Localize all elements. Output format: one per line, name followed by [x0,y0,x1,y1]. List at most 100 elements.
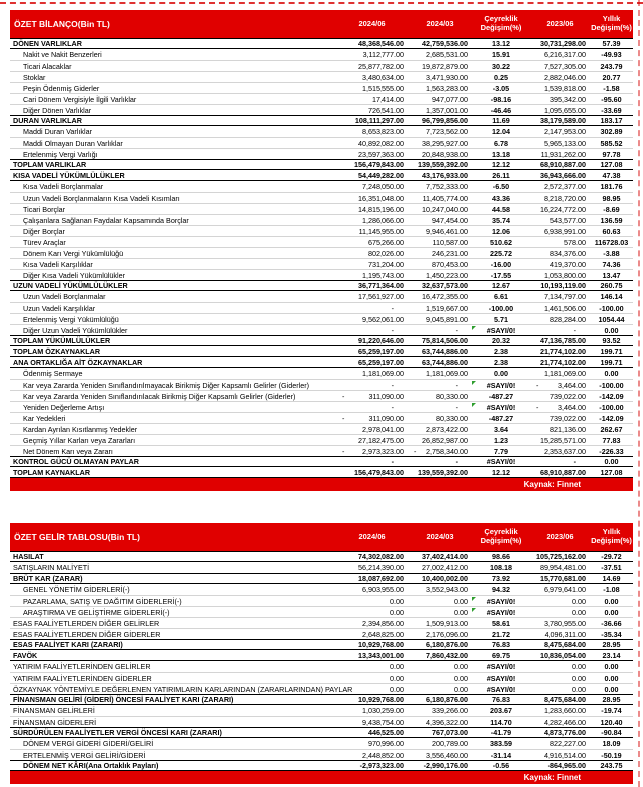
cell-number: 0.00 [572,684,586,694]
cell-number: 0.00 [604,607,619,617]
cell-value: 0.00 [530,684,590,694]
cell-value: 0.00 [336,673,408,683]
cell-number: 311,090.00 [368,391,404,401]
cell-number: 19,872,879.00 [422,61,468,71]
cell-number: 2,353,637.00 [544,446,586,456]
table-row: Nakit ve Nakit Benzerleri 3,112,777.00 2,6… [10,49,633,60]
table-title: ÖZET BİLANÇO(Bin TL) [14,19,110,29]
cell-value: - [408,457,472,466]
cell-number: 7,723,562.00 [426,127,468,136]
cell-number: 578.00 [564,237,586,247]
cell-value: 91,220,646.00 [336,336,408,345]
row-label: ESAS FAALİYETLERDEN DİĞER GİDERLER [13,629,161,639]
cell-value: -8.69 [590,204,633,214]
cell-number: 6,979,641.00 [544,585,586,594]
cell-number: 5.71 [494,314,508,324]
cell-number: 1,539,818.00 [544,83,586,93]
cell-number: 108.18 [490,563,512,572]
row-label: Geçmiş Yıllar Karları veya Zararları [23,435,136,445]
cell-value: 16,224,772.00 [530,204,590,214]
row-label: ARAŞTIRMA VE GELİŞTİRME GİDERLERİ(-) [23,607,170,617]
cell-number: -3.05 [492,83,510,93]
row-label: Kar veya Zararda Yeniden Sınıflandırılma… [23,380,310,390]
cell-value: 3,556,460.00 [408,750,472,760]
cell-number: 15.91 [492,50,510,59]
cell-number: - [391,457,394,466]
cell-value: 11.69 [472,116,530,125]
cell-number: -1.58 [603,83,620,93]
cell-number: 30,731,298.00 [540,39,586,48]
cell-value: 127.08 [590,467,633,477]
cell-value: #SAYI/0! [472,661,530,672]
cell-value: 970,996.00 [336,738,408,749]
cell-value: 822,227.00 [530,738,590,749]
cell-number: 8,653,823.00 [362,127,404,136]
cell-value: 578.00 [530,237,590,247]
cell-number: 3,780,955.00 [544,618,586,628]
cell-value: 38,179,589.00 [530,116,590,125]
cell-number: 127.08 [600,467,623,477]
cell-value: 8,653,823.00 [336,126,408,137]
cell-value: 56,214,390.00 [336,562,408,573]
cell-number: 136.59 [600,215,623,225]
cell-number: 36,943,666.00 [540,170,586,180]
cell-value: 2,394,856.00 [336,618,408,628]
cell-number: 3.64 [494,424,508,434]
row-label: Stoklar [23,72,46,82]
excel-flag-icon [472,608,476,612]
table-row: Ticari Borçlar 14,815,196.00 10,247,040.00… [10,203,633,214]
cell-number: - [455,380,458,390]
cell-number: -29.72 [601,552,622,561]
cell-value: 419,370.00 [530,259,590,269]
cell-number: -2,990,176.00 [423,761,468,770]
cell-number: 203.67 [490,706,512,715]
cell-number: 1,509,913.00 [426,618,468,628]
cell-value: -226.33 [590,446,633,456]
cell-value: 28.95 [590,695,633,704]
row-label: Yeniden Değerleme Artışı [23,402,105,412]
cell-value: 4,396,322.00 [408,717,472,727]
cell-value: 0.00 [590,607,633,617]
cell-value: 47.38 [590,170,633,180]
cell-number: #SAYI/0! [486,402,516,412]
cell-value: 0.25 [472,72,530,82]
cell-number: 43,176,933.00 [422,170,468,180]
cell-value: 0.00 [336,661,408,672]
cell-value: 543,577.00 [530,215,590,225]
cell-number: 0.00 [604,596,619,606]
cell-number: 2.38 [494,357,508,367]
cell-value: 947,454.00 [408,215,472,225]
row-label: TOPLAM KAYNAKLAR [13,467,91,477]
cell-number: 1,181,069.00 [362,369,404,378]
cell-value: 1,357,001.00 [408,105,472,115]
cell-number: 74,302,082.00 [358,552,404,561]
table-row: FİNANSMAN GELİRLERİ 1,030,259.00 339,266.0… [10,705,633,716]
cell-value: #SAYI/0! [472,684,530,694]
cell-number: -142.09 [599,413,624,423]
cell-value: 9,562,061.00 [336,314,408,324]
cell-number: -142.09 [599,391,624,401]
cell-value: #SAYI/0! [472,673,530,683]
cell-number: -0.56 [492,761,510,770]
cell-number: 6,938,991.00 [544,226,586,236]
cell-number: 181.76 [600,182,623,191]
row-label: Cari Dönem Vergisiyle İlgili Varlıklar [23,94,137,104]
cell-value: 2,648,825.00 [336,629,408,639]
row-label: FİNANSMAN GİDERLERİ [13,717,97,727]
table-row: TOPLAM KAYNAKLAR 156,479,843.00 139,559,39… [10,467,633,478]
cell-number: 76.83 [492,640,510,649]
cell-value: - 3,464.00 [530,402,590,412]
cell-value: 0.00 [408,661,472,672]
cell-number: 23,597,363.00 [358,149,404,159]
cell-value: 3,471,930.00 [408,72,472,82]
cell-number: 199.71 [600,346,623,356]
cell-number: 2,973,323.00 [362,446,404,456]
table-row: DURAN VARLIKLAR 108,111,297.00 96,799,856.… [10,115,633,126]
cell-number: 834,376.00 [550,248,586,258]
cell-number: 68,910,887.00 [540,467,586,477]
cell-number: 9,045,891.00 [426,314,468,324]
cell-number: 47,136,785.00 [540,336,586,345]
cell-value: 2,882,046.00 [530,72,590,82]
cell-number: 726,541.00 [368,105,404,115]
cell-number: -35.34 [601,629,622,639]
